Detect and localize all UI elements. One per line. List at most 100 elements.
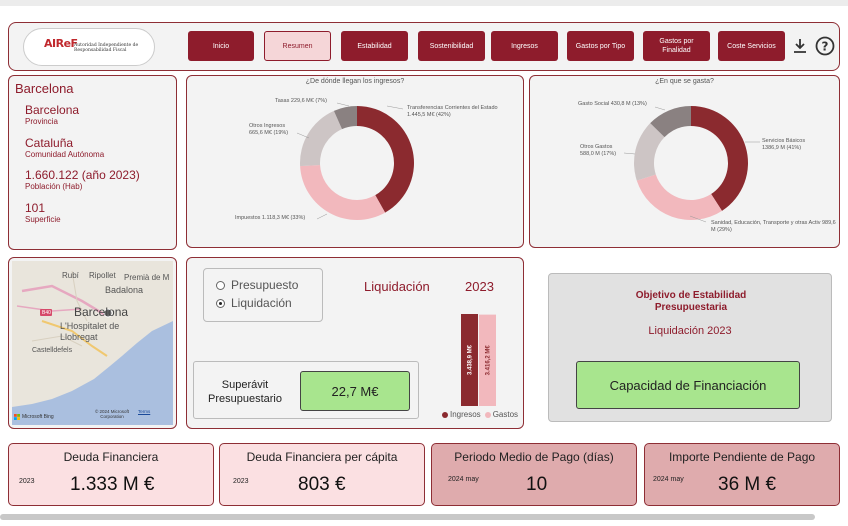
radio-presupuesto-label: Presupuesto <box>231 278 299 292</box>
help-icon[interactable]: ? <box>815 36 835 60</box>
nav-resumen-button[interactable]: Resumen <box>264 31 331 61</box>
map-background <box>12 261 173 407</box>
logo-subtitle: Autoridad Independiente de Responsabilid… <box>74 43 139 53</box>
bar-label-gastos: 3.416,2 M€ <box>486 345 492 376</box>
kpi-value: 1.333 M € <box>70 474 155 495</box>
kpi-deuda-per-capita: Deuda Financiera per cápita 2023 803 € <box>219 443 425 506</box>
province-value: Barcelona <box>25 103 80 117</box>
legend-ingresos-swatch <box>442 411 448 418</box>
navigation-bar: AIReF Autoridad Independiente de Respons… <box>8 22 840 71</box>
map-label-ripollet: Ripollet <box>89 271 116 280</box>
bar-legend: Ingresos Gastos <box>442 410 518 419</box>
svg-text:?: ? <box>822 40 829 54</box>
region-info-panel: Barcelona Barcelona Provincia Cataluña C… <box>8 75 177 250</box>
radio-presupuesto[interactable]: Presupuesto <box>216 278 298 292</box>
nav-gastos-finalidad-button[interactable]: Gastos por Finalidad <box>643 31 710 61</box>
map-copyright: © 2024 Microsoft Corporation <box>94 409 130 419</box>
spending-donut <box>623 106 760 223</box>
map-view[interactable]: Rubí Ripollet Premià de M Badalona B40 B… <box>12 261 173 425</box>
result-label: Superávit Presupuestario <box>208 379 282 405</box>
bar-gastos[interactable] <box>479 314 496 406</box>
spending-chart-title: ¿En que se gasta? <box>655 78 714 85</box>
horizontal-scrollbar[interactable] <box>0 514 815 520</box>
bar-ingresos[interactable] <box>461 314 478 406</box>
kpi-periodo-medio-pago: Periodo Medio de Pago (días) 2024 may 10 <box>431 443 637 506</box>
income-label-impuestos: Impuestos 1.118,3 M€ (33%) <box>235 215 306 221</box>
income-label-otros: Otros Ingresos 665,6 M€ (19%) <box>249 123 289 136</box>
map-brand-label: Microsoft Bing <box>22 414 54 420</box>
radio-liquidacion[interactable]: Liquidación <box>216 296 292 310</box>
kpi-title: Periodo Medio de Pago (días) <box>454 450 614 464</box>
surface-label: Superficie <box>25 215 61 224</box>
surface-value: 101 <box>25 201 46 215</box>
radio-liquidacion-label: Liquidación <box>231 296 292 310</box>
mode-year: 2023 <box>465 279 494 294</box>
microsoft-logo-icon <box>14 414 20 420</box>
nav-sostenibilidad-button[interactable]: Sostenibilidad <box>418 31 485 61</box>
kpi-period: 2024 may <box>653 476 684 483</box>
stability-subtitle: Liquidación 2023 <box>648 325 732 337</box>
region-title: Barcelona <box>15 81 74 96</box>
nav-estabilidad-button[interactable]: Estabilidad <box>341 31 408 61</box>
spending-label-sanidad: Sanidad, Educación, Transporte y otras A… <box>711 220 836 233</box>
kpi-title: Deuda Financiera per cápita <box>246 450 398 464</box>
kpi-title: Importe Pendiente de Pago <box>668 450 816 464</box>
map-label-road: B40 <box>42 310 51 316</box>
radio-liquidacion-circle[interactable] <box>216 298 225 308</box>
income-slice-1[interactable] <box>300 165 386 221</box>
logo: AIReF Autoridad Independiente de Respons… <box>23 28 155 66</box>
nav-inicio-button[interactable]: Inicio <box>188 31 254 61</box>
liquidation-panel: Presupuesto Liquidación Liquidación 2023… <box>186 257 524 429</box>
population-value: 1.660.122 (año 2023) <box>25 168 140 182</box>
logo-mark: AIReF <box>44 37 78 50</box>
kpi-title: Deuda Financiera <box>63 450 159 464</box>
spending-label-servicios: Servicios Básicos 1386,9 M (41%) <box>762 138 806 151</box>
kpi-period: 2023 <box>233 478 249 485</box>
spending-label-otros: Otros Gastos 588,0 M (17%) <box>580 144 617 157</box>
province-label: Provincia <box>25 117 58 126</box>
income-donut <box>296 102 414 221</box>
kpi-value: 10 <box>526 474 548 495</box>
income-spending-bars: 3.438,9 M€ 3.416,2 M€ <box>461 314 496 406</box>
kpi-value: 803 € <box>298 474 346 495</box>
mode-heading: Liquidación <box>364 279 430 294</box>
community-value: Cataluña <box>25 136 74 150</box>
stability-result: Capacidad de Financiación <box>576 361 800 409</box>
spending-slice-3[interactable] <box>650 106 691 138</box>
result-box: Superávit Presupuestario 22,7 M€ <box>193 361 419 419</box>
nav-coste-servicios-button[interactable]: Coste Servicios <box>718 31 785 61</box>
spending-slice-1[interactable] <box>636 174 723 220</box>
stability-title: Objetivo de Estabilidad Presupuestaria <box>635 290 747 313</box>
map-label-rubi: Rubí <box>62 271 79 280</box>
nav-gastos-tipo-button[interactable]: Gastos por Tipo <box>567 31 634 61</box>
map-label-badalona: Badalona <box>105 285 144 295</box>
income-label-transferencias: Transferencias Corrientes del Estado 1.4… <box>407 105 498 118</box>
radio-presupuesto-circle[interactable] <box>216 280 225 290</box>
map-label-hospitalet: L'Hospitalet de Llobregat <box>60 321 120 342</box>
income-slice-0[interactable] <box>357 106 414 213</box>
income-chart-panel: ¿De dónde llegan los ingresos? Tasas 229… <box>186 75 524 248</box>
income-slice-2[interactable] <box>300 110 343 167</box>
map-label-castelldefels: Castelldefels <box>32 347 73 354</box>
map-panel: Rubí Ripollet Premià de M Badalona B40 B… <box>8 257 177 429</box>
top-strip <box>0 0 848 6</box>
income-slice-3[interactable] <box>333 106 357 130</box>
kpi-value: 36 M € <box>718 474 777 495</box>
spending-label-gasto-social: Gasto Social 430,8 M (13%) <box>578 101 647 107</box>
stability-panel: Objetivo de Estabilidad Presupuestaria L… <box>548 273 832 422</box>
kpi-deuda-financiera: Deuda Financiera 2023 1.333 M € <box>8 443 214 506</box>
income-chart-title: ¿De dónde llegan los ingresos? <box>305 78 405 85</box>
result-value: 22,7 M€ <box>300 371 410 411</box>
map-brand: Microsoft Bing <box>14 414 54 420</box>
map-terms-link[interactable]: Terms <box>138 409 151 414</box>
community-label: Comunidad Autónoma <box>25 150 105 159</box>
income-label-tasas: Tasas 229,6 M€ (7%) <box>275 98 327 104</box>
map-label-barcelona: Barcelona <box>74 305 129 319</box>
spending-slice-2[interactable] <box>634 123 665 181</box>
legend-gastos-swatch <box>484 411 491 418</box>
download-icon[interactable] <box>792 37 808 59</box>
spending-chart-panel: ¿En que se gasta? Gasto Social 430,8 M (… <box>529 75 840 248</box>
spending-slice-0[interactable] <box>691 106 748 211</box>
nav-ingresos-button[interactable]: Ingresos <box>491 31 558 61</box>
kpi-period: 2023 <box>19 478 35 485</box>
